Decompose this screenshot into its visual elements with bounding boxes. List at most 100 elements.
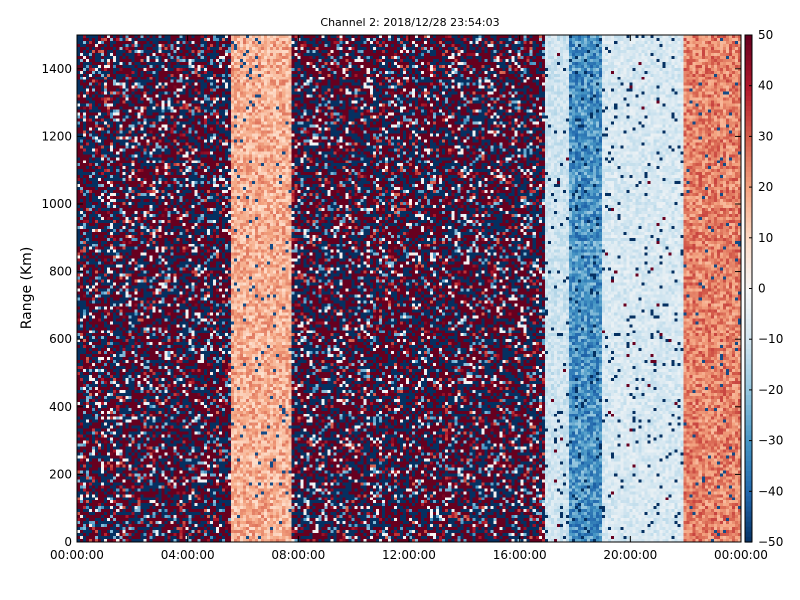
colorbar-segment — [745, 202, 752, 208]
colorbar-segment — [745, 354, 752, 361]
colorbar-segment — [745, 349, 752, 356]
colorbar-segment — [745, 222, 752, 229]
colorbar-segment — [745, 420, 752, 426]
colorbar-segment — [745, 95, 752, 102]
colorbar-tick-label: −20 — [758, 383, 783, 397]
y-tick-label: 1000 — [41, 197, 72, 211]
x-tick-label: 00:00:00 — [714, 548, 768, 562]
colorbar-segment — [745, 298, 752, 305]
colorbar-segment — [745, 481, 752, 487]
colorbar-segment — [745, 526, 752, 533]
colorbar-segment — [745, 65, 752, 72]
colorbar-segment — [745, 100, 752, 107]
colorbar-segment — [745, 146, 752, 153]
colorbar-segment — [745, 90, 752, 97]
colorbar-segment — [745, 359, 752, 366]
colorbar-segment — [745, 278, 752, 285]
x-tick-label: 08:00:00 — [271, 548, 325, 562]
colorbar-segment — [745, 430, 752, 437]
colorbar-segment — [745, 273, 752, 279]
colorbar-tick-label: 0 — [758, 282, 766, 296]
colorbar-segment — [745, 435, 752, 442]
colorbar-segment — [745, 501, 752, 508]
colorbar-segment — [745, 288, 752, 295]
colorbar-segment — [745, 440, 752, 447]
colorbar-tick-label: 10 — [758, 231, 773, 245]
colorbar-segment — [745, 40, 752, 46]
colorbar-segment — [745, 232, 752, 239]
colorbar-segment — [745, 247, 752, 254]
colorbar-segment — [745, 70, 752, 77]
y-tick-label: 400 — [49, 400, 72, 414]
colorbar-segment — [745, 491, 752, 497]
colorbar-segment — [745, 450, 752, 457]
colorbar-segment — [745, 323, 752, 330]
colorbar-segment — [745, 476, 752, 482]
colorbar-segment — [745, 151, 752, 158]
colorbar-segment — [745, 60, 752, 67]
colorbar-segment — [745, 80, 752, 87]
colorbar-segment — [745, 379, 752, 386]
colorbar-segment — [745, 389, 752, 396]
colorbar-segment — [745, 75, 752, 82]
colorbar-segment — [745, 131, 752, 137]
y-tick-label: 200 — [49, 467, 72, 481]
colorbar-segment — [745, 268, 752, 274]
colorbar-segment — [745, 384, 752, 391]
colorbar-segment — [745, 318, 752, 325]
colorbar-tick-label: −40 — [758, 484, 783, 498]
colorbar-tick-label: 30 — [758, 129, 773, 143]
colorbar-segment — [745, 511, 752, 518]
x-tick-label: 16:00:00 — [493, 548, 547, 562]
colorbar-segment — [745, 329, 752, 335]
colorbar-segment — [745, 369, 752, 376]
colorbar: 50 40 30 20 10 0 −10 −20 −30 −40 −50 — [744, 28, 783, 549]
y-tick-label: 1200 — [41, 129, 72, 143]
colorbar-segment — [745, 171, 752, 178]
colorbar-segment — [745, 237, 752, 244]
colorbar-segment — [745, 85, 752, 92]
colorbar-segment — [745, 121, 752, 127]
colorbar-segment — [745, 156, 752, 163]
colorbar-segment — [745, 405, 752, 411]
colorbar-segment — [745, 308, 752, 315]
colorbar-segment — [745, 465, 752, 472]
colorbar-segment — [745, 227, 752, 234]
x-tick-label: 12:00:00 — [382, 548, 436, 562]
colorbar-segment — [745, 126, 752, 132]
colorbar-segment — [745, 293, 752, 300]
colorbar-segment — [745, 166, 752, 173]
colorbar-segment — [745, 410, 752, 416]
colorbar-segment — [745, 283, 752, 290]
colorbar-tick-label: −30 — [758, 434, 783, 448]
colorbar-tick-label: 50 — [758, 28, 773, 42]
colorbar-segment — [745, 425, 752, 432]
colorbar-segment — [745, 55, 752, 61]
y-axis-label: Range (Km) — [19, 247, 35, 330]
colorbar-segment — [745, 496, 752, 503]
colorbar-segment — [745, 303, 752, 310]
heatmap-image — [77, 35, 741, 542]
chart-title: Channel 2: 2018/12/28 23:54:03 — [320, 16, 499, 29]
colorbar-segment — [745, 536, 752, 543]
colorbar-segment — [745, 313, 752, 320]
colorbar-segment — [745, 339, 752, 345]
y-tick-label: 0 — [64, 535, 72, 549]
y-tick-label: 600 — [49, 332, 72, 346]
x-tick-label: 00:00:00 — [50, 548, 104, 562]
colorbar-segment — [745, 258, 752, 264]
colorbar-segment — [745, 187, 752, 193]
colorbar-segment — [745, 136, 752, 143]
colorbar-segment — [745, 50, 752, 56]
colorbar-segment — [745, 217, 752, 224]
colorbar-segment — [745, 263, 752, 269]
colorbar-segment — [745, 45, 752, 51]
colorbar-segment — [745, 176, 752, 183]
colorbar-segment — [745, 486, 752, 492]
colorbar-segment — [745, 394, 752, 401]
colorbar-tick-label: −50 — [758, 535, 783, 549]
colorbar-segment — [745, 445, 752, 452]
colorbar-segment — [745, 415, 752, 421]
